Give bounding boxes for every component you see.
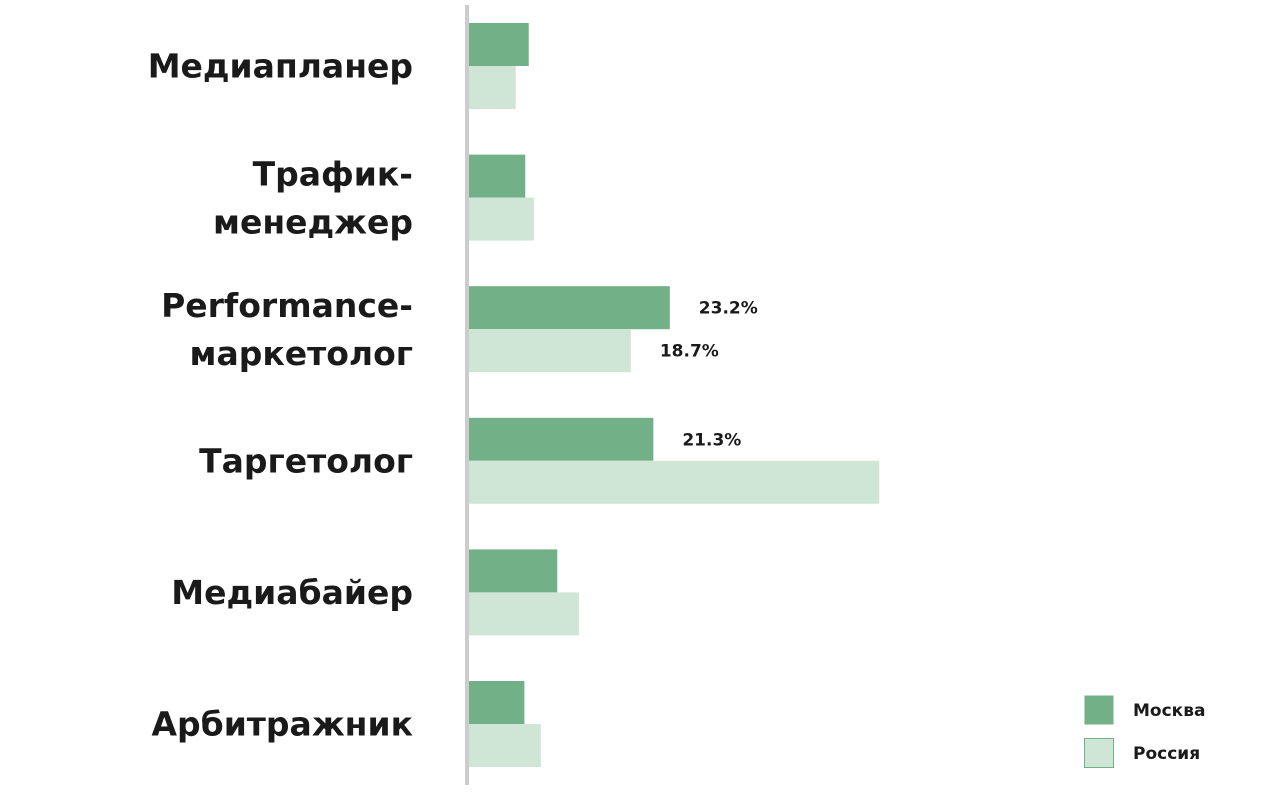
bar: [469, 549, 558, 593]
category-label: Таргетолог: [199, 441, 413, 480]
bar: [469, 417, 654, 461]
bar: [469, 460, 880, 504]
legend-label: Россия: [1133, 744, 1200, 764]
bar: [469, 329, 631, 373]
legend-swatch: [1084, 738, 1114, 768]
category-label: Арбитражник: [151, 705, 413, 744]
category-label: Performance-маркетолог: [161, 286, 413, 373]
category-label: Медиапланер: [148, 47, 413, 86]
value-label: 21.3%: [682, 430, 741, 450]
bar: [469, 724, 541, 767]
bar: [469, 681, 525, 724]
bar: [469, 23, 529, 66]
legend-label: Москва: [1133, 701, 1205, 721]
bar: [469, 197, 534, 241]
bar: [469, 592, 579, 636]
category-label: Трафик-менеджер: [213, 154, 413, 241]
legend-swatch: [1084, 695, 1114, 725]
bar: [469, 286, 670, 330]
value-label: 18.7%: [660, 342, 719, 362]
bar: [469, 66, 516, 109]
value-label: 23.2%: [699, 299, 758, 319]
bar: [469, 154, 526, 198]
category-label: Медиабайер: [171, 573, 413, 612]
